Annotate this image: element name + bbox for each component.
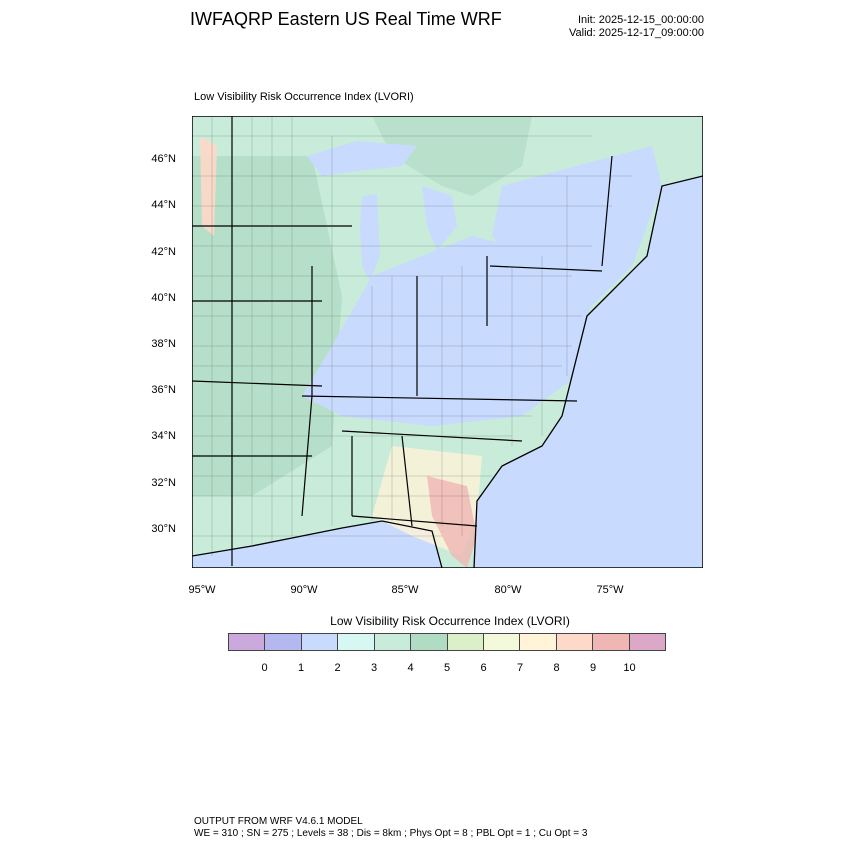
colorbar-label: 4: [407, 662, 414, 674]
colorbar-swatch: [229, 634, 266, 650]
colorbar-label: 7: [516, 662, 524, 674]
lat-label: 40°N: [151, 292, 176, 304]
valid-time: Valid: 2025-12-17_09:00:00: [569, 27, 704, 39]
colorbar-swatch: [338, 634, 375, 650]
lon-label: 95°W: [188, 584, 216, 596]
lvori-map: [192, 116, 703, 568]
lat-label: 46°N: [151, 153, 176, 165]
lake-michigan: [360, 194, 380, 281]
colorbar-label: 9: [589, 662, 597, 674]
colorbar-swatch: [556, 634, 594, 650]
colorbar-swatch: [629, 634, 666, 650]
lat-label: 42°N: [151, 246, 176, 258]
colorbar-label: 8: [553, 662, 560, 674]
ohio-valley-band: [302, 236, 592, 426]
lat-label: 38°N: [151, 338, 176, 350]
colorbar-label: 10: [623, 662, 636, 674]
field-subtitle: Low Visibility Risk Occurrence Index (LV…: [194, 91, 414, 103]
lon-label: 75°W: [596, 584, 624, 596]
coastline: [192, 175, 703, 568]
lake-ontario: [507, 221, 547, 241]
model-version: OUTPUT FROM WRF V4.6.1 MODEL: [194, 816, 363, 827]
lake-superior: [307, 141, 417, 176]
colorbar-swatch: [483, 634, 521, 650]
colorbar: [228, 633, 666, 651]
plot-title: IWFAQRP Eastern US Real Time WRF: [190, 9, 502, 29]
colorbar-label: 6: [480, 662, 487, 674]
ozark-high: [200, 136, 217, 236]
colorbar-swatch: [447, 634, 484, 650]
lake-erie: [442, 241, 502, 276]
colorbar-label: 2: [334, 662, 341, 674]
model-config: WE = 310 ; SN = 275 ; Levels = 38 ; Dis …: [194, 828, 588, 839]
west-region: [192, 156, 342, 496]
lake-huron: [422, 186, 457, 251]
colorbar-swatch: [593, 634, 630, 650]
lat-label: 44°N: [151, 199, 176, 211]
lon-label: 80°W: [494, 584, 522, 596]
lat-label: 32°N: [151, 477, 176, 489]
model-info: OUTPUT FROM WRF V4.6.1 MODEL WE = 310 ; …: [194, 816, 587, 840]
lat-label: 30°N: [151, 523, 176, 535]
colorbar-title: Low Visibility Risk Occurrence Index (LV…: [330, 614, 570, 628]
colorbar-label: 1: [297, 662, 305, 674]
lat-label: 36°N: [151, 384, 176, 396]
colorbar-swatch: [301, 634, 339, 650]
colorbar-swatch: [520, 634, 557, 650]
init-time: Init: 2025-12-15_00:00:00: [578, 14, 704, 26]
colorbar-swatch: [411, 634, 448, 650]
lon-label: 85°W: [391, 584, 419, 596]
northeast-region: [492, 146, 662, 316]
colorbar-label: 0: [261, 662, 268, 674]
time-info: Init: 2025-12-15_00:00:00 Valid: 2025-12…: [569, 14, 704, 40]
colorbar-swatch: [374, 634, 412, 650]
county-lines: [192, 116, 632, 556]
lat-label: 34°N: [151, 430, 176, 442]
colorbar-swatch: [265, 634, 302, 650]
colorbar-label: 3: [370, 662, 378, 674]
lon-label: 90°W: [290, 584, 318, 596]
georgia-high: [427, 476, 477, 568]
colorbar-label: 5: [443, 662, 451, 674]
